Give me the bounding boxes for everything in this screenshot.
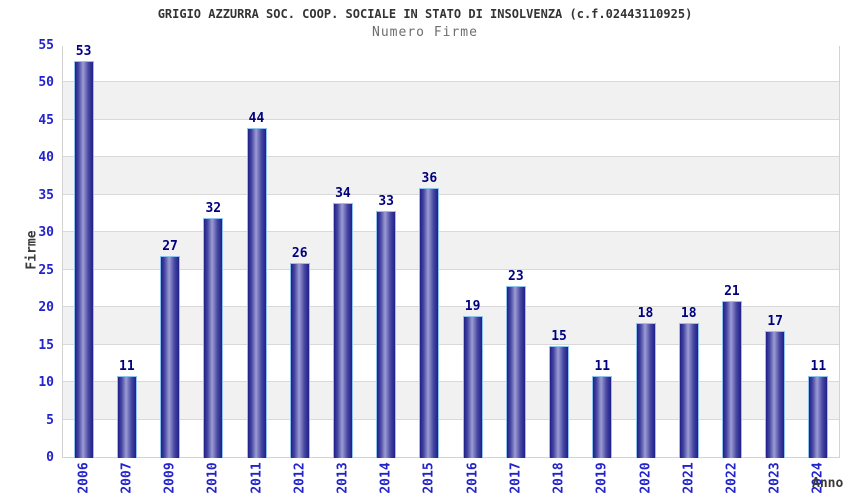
bar-value-label: 11 [810, 358, 827, 374]
bar-value-label: 11 [119, 358, 135, 374]
bar [246, 128, 267, 458]
bar [116, 375, 137, 458]
bar-value-label: 18 [637, 306, 654, 322]
bar [332, 203, 353, 458]
bar-value-label: 26 [291, 246, 308, 262]
y-tick-label: 5 [46, 412, 54, 428]
grid-band [63, 82, 839, 120]
y-tick-label: 50 [38, 75, 54, 91]
bar [376, 210, 397, 458]
y-tick-label: 55 [38, 38, 54, 53]
bar [721, 300, 742, 458]
x-tick-label: 2012 [292, 462, 308, 494]
gridline [63, 231, 839, 233]
x-tick-label: 2018 [551, 462, 567, 494]
grid-band [63, 194, 839, 233]
grid-band [63, 45, 839, 83]
x-tick-label: 2009 [162, 462, 178, 494]
bar-value-label: 32 [205, 201, 222, 217]
bar [592, 375, 613, 458]
y-tick-label: 0 [46, 450, 54, 465]
y-tick-label: 10 [38, 375, 54, 391]
x-tick-label: 2020 [638, 462, 653, 494]
chart-subtitle: Numero Firme [372, 25, 478, 40]
gridline [63, 118, 839, 120]
bar-value-label: 18 [680, 306, 697, 322]
bar [462, 315, 483, 458]
x-tick-label: 2010 [205, 462, 221, 494]
grid-band [63, 119, 839, 158]
bar-value-label: 53 [75, 43, 92, 59]
bar [419, 188, 440, 458]
bar-value-label: 23 [508, 268, 524, 284]
grid-band [63, 307, 839, 345]
gridline [63, 306, 839, 308]
y-tick-label: 30 [38, 225, 54, 241]
bar-value-label: 15 [551, 328, 567, 344]
x-tick-label: 2011 [249, 462, 264, 494]
x-tick-label: 2013 [335, 462, 351, 494]
bar [765, 330, 786, 458]
grid-band [63, 382, 839, 420]
bar-value-label: 33 [378, 193, 394, 209]
x-tick-label: 2007 [119, 462, 135, 494]
grid-band [63, 232, 839, 270]
bar [549, 345, 570, 458]
x-tick-label: 2021 [681, 462, 697, 494]
x-tick-label: 2019 [594, 462, 610, 494]
bar-value-label: 27 [162, 238, 178, 254]
x-tick-label: 2006 [76, 462, 92, 494]
x-tick-label: 2016 [465, 462, 481, 494]
bar [289, 263, 310, 458]
plot-area [62, 45, 840, 458]
y-axis-title: Firme [24, 230, 40, 270]
bar [808, 375, 829, 458]
bar [635, 323, 656, 458]
gridline [63, 156, 839, 158]
grid-band [63, 344, 839, 383]
y-tick-label: 20 [38, 300, 54, 316]
bar [203, 218, 224, 458]
gridline [63, 81, 839, 83]
grid-band [63, 157, 839, 195]
bar [678, 323, 699, 458]
bar [73, 60, 94, 458]
bar-value-label: 11 [594, 358, 611, 374]
bar [505, 285, 526, 458]
bar-value-label: 19 [464, 298, 481, 314]
x-tick-label: 2015 [421, 462, 437, 494]
chart-title: GRIGIO AZZURRA SOC. COOP. SOCIALE IN STA… [157, 7, 693, 21]
gridline [63, 343, 839, 345]
grid-band [63, 269, 839, 308]
x-tick-label: 2017 [508, 462, 524, 494]
bar-value-label: 44 [248, 111, 265, 127]
bar-value-label: 34 [335, 186, 351, 202]
x-tick-label: 2014 [378, 462, 394, 494]
y-tick-label: 45 [38, 112, 54, 128]
bar-value-label: 36 [421, 171, 438, 187]
gridline [63, 418, 839, 420]
y-tick-label: 25 [38, 262, 54, 278]
gridline [63, 381, 839, 383]
bar-value-label: 17 [767, 313, 783, 329]
gridline [63, 268, 839, 270]
bar-value-label: 21 [724, 283, 740, 299]
x-axis-title: Anno [812, 476, 844, 491]
y-tick-label: 35 [38, 187, 54, 203]
y-tick-label: 40 [38, 150, 54, 166]
grid-band [63, 419, 839, 457]
bar [160, 255, 181, 458]
gridline [63, 193, 839, 195]
y-tick-label: 15 [38, 337, 54, 353]
x-tick-label: 2023 [767, 462, 783, 494]
x-tick-label: 2022 [724, 462, 740, 494]
